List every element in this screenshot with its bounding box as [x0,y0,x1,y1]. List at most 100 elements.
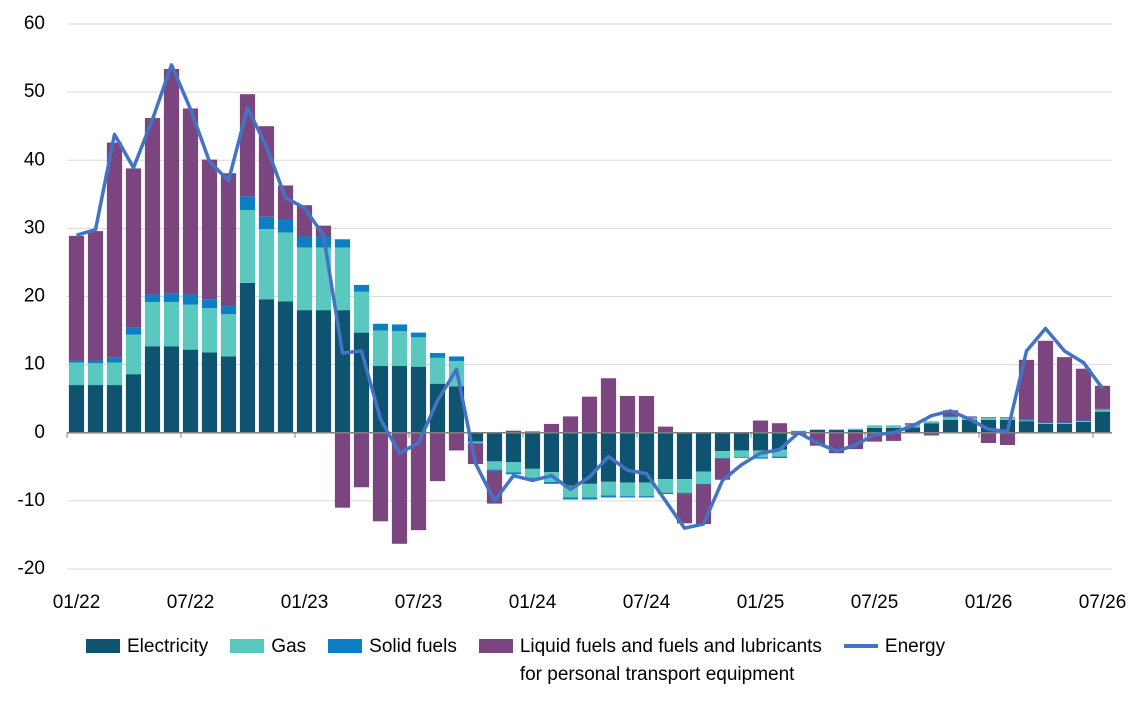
bar [1094,385,1111,409]
bar [239,282,256,433]
bar [1075,421,1092,422]
bar [1094,408,1111,410]
bar [448,432,465,451]
bar [239,209,256,283]
bar [1056,423,1073,424]
bar [847,430,864,433]
y-tick-label: 40 [24,149,45,170]
x-tick-label: 07/23 [395,592,443,613]
bar [315,225,332,237]
bar [695,484,712,525]
bar [391,365,408,433]
bar [999,417,1016,420]
bar [1018,420,1035,422]
bar [144,118,161,295]
bar [258,126,275,217]
bar [676,479,693,493]
y-tick-label: 20 [24,286,45,307]
bar [904,423,921,425]
x-tick-label: 07/25 [851,592,899,613]
x-tick-label: 07/22 [167,592,215,613]
bar [752,457,769,459]
bar [885,432,902,441]
bar [353,284,370,292]
bar [1037,423,1054,433]
bar [1094,411,1111,433]
line [76,63,1104,530]
bar [619,395,636,433]
bar [87,385,104,433]
bar [1037,422,1054,424]
bar [942,416,959,418]
bar [771,423,788,433]
legend-swatch [86,639,120,653]
bar [106,385,123,433]
bar [391,331,408,366]
bar [1075,420,1092,422]
bar [467,442,484,444]
bar [619,482,636,497]
bar [334,310,351,433]
bar [87,231,104,361]
bar [505,472,522,475]
x-tick-label: 01/23 [281,592,329,613]
bar [961,416,978,418]
bar [372,432,389,522]
bar [353,432,370,488]
bar [467,441,484,443]
bar [201,159,218,300]
bar [220,173,237,307]
bar [600,495,617,498]
bar [562,416,579,433]
bar [543,481,560,484]
bar [68,235,85,361]
bar [163,293,180,302]
legend-item: Solid fuels [328,634,457,689]
y-tick-label: -20 [18,558,45,579]
bar [410,337,427,367]
bar [809,429,826,431]
bar [144,346,161,433]
bar [467,432,484,442]
bar [258,299,275,433]
bar [486,432,503,462]
bar [771,449,788,457]
legend-item: Electricity [86,634,208,689]
bar [68,385,85,433]
bar [562,485,579,498]
bar [733,432,750,451]
bar [87,363,104,386]
legend-item: Liquid fuels and fuels and lubricants fo… [478,634,822,689]
bar [505,462,522,473]
bar [619,496,636,498]
legend-item: Energy [843,634,945,689]
bar [296,310,313,433]
bar [524,468,541,478]
bar [258,216,275,230]
bar [258,229,275,300]
bar [201,352,218,433]
bar [163,346,180,433]
legend-label: Gas [271,636,307,657]
bar [657,426,674,433]
bar [201,299,218,309]
bar [771,456,788,458]
bar [600,481,617,496]
legend-label: Electricity [127,636,209,657]
bar [942,410,959,417]
bar [638,482,655,497]
bar [239,196,256,210]
bar [106,362,123,386]
bar [695,432,712,472]
legend-item: Gas [230,634,306,689]
bar [885,425,902,428]
x-tick-label: 07/24 [623,592,671,613]
bar [486,461,503,470]
bar [182,108,199,295]
bar [1037,423,1054,424]
bar [923,421,940,424]
bar [163,68,180,294]
bar [676,432,693,480]
bar [714,457,731,459]
